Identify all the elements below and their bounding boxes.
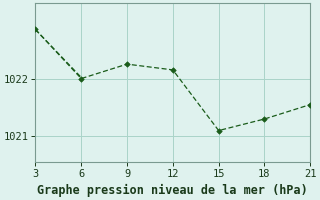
X-axis label: Graphe pression niveau de la mer (hPa): Graphe pression niveau de la mer (hPa) bbox=[37, 183, 308, 197]
